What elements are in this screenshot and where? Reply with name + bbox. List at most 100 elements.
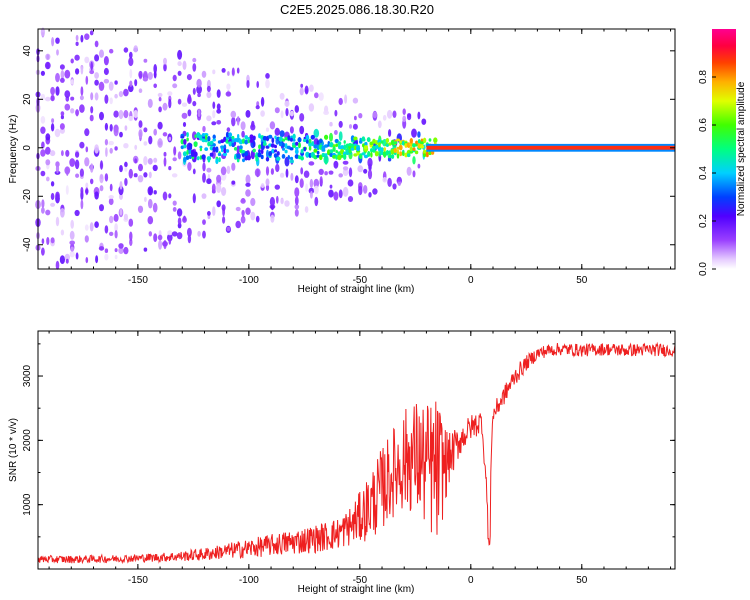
heatmap-cell [104,248,109,253]
heatmap-cell [201,70,207,78]
heatmap-y-tick-label: -20 [22,189,33,204]
heatmap-cell [250,211,256,221]
heatmap-cell [332,155,336,159]
heatmap-cell [79,141,85,149]
heatmap-cell [338,97,343,106]
heatmap-cell [55,37,60,44]
heatmap-cell [40,116,46,124]
heatmap-cell [299,178,304,189]
heatmap-cell [104,94,109,104]
heatmap-cell [148,231,152,237]
heatmap-cell [183,138,187,145]
heatmap-cell [245,174,251,185]
heatmap-cell [99,204,104,212]
heatmap-cell [114,254,118,260]
heatmap-cell [124,161,128,168]
heatmap-cell [90,178,94,185]
heatmap-cell [163,157,167,167]
heatmap-cell [305,183,308,192]
heatmap-cell [313,148,318,153]
heatmap-cell [187,162,192,171]
heatmap-cell [181,102,188,107]
heatmap-cell [294,175,299,184]
heatmap-cell [250,136,253,142]
heatmap-cell [192,100,197,107]
heatmap-cell [89,70,95,75]
heatmap-cell [197,230,201,237]
heatmap-cell [372,111,378,119]
heatmap-cell [388,142,392,146]
heatmap-cell [392,110,397,118]
heatmap-cell [220,166,227,176]
heatmap-cell [207,135,211,142]
heatmap-cell [347,196,354,202]
heatmap-cell [70,79,74,85]
heatmap-cell [109,231,114,236]
heatmap-cell [344,94,348,104]
heatmap-cell [128,218,134,227]
heatmap-cell [177,49,183,60]
heatmap-cell [211,183,216,193]
heatmap-cell [289,147,294,151]
heatmap-cell [396,152,400,159]
heatmap-cell [94,72,99,79]
heatmap-cell [153,190,157,195]
heatmap-cell [348,143,352,147]
heatmap-cell [300,149,304,154]
heatmap-cell [212,134,216,140]
heatmap-cell [70,96,75,101]
heatmap-cell [294,209,299,217]
heatmap-cell [206,156,212,161]
heatmap-cell [148,171,152,179]
heatmap-cell [289,159,294,164]
heatmap-cell [143,172,148,178]
heatmap-cell [308,161,315,166]
heatmap-cell [231,116,236,127]
heatmap-cell [147,71,153,80]
snr-y-tick-label: 2000 [22,429,33,452]
heatmap-cell [358,113,363,119]
heatmap-cell [353,136,358,141]
heatmap-cell [183,143,187,149]
heatmap-cell [393,141,398,145]
heatmap-cell [417,139,421,144]
heatmap-cell [216,108,222,114]
heatmap-cell [180,135,185,139]
heatmap-cell [197,114,202,121]
heatmap-cell [59,255,65,264]
heatmap-cell [90,106,94,114]
heatmap-cell [109,147,113,154]
heatmap-cell [406,166,412,176]
heatmap-cell [168,193,172,199]
heatmap-cell [227,71,230,76]
heatmap-cell [41,141,45,149]
heatmap-cell [172,200,177,206]
heatmap-cell [356,152,360,156]
heatmap-cell [231,67,235,76]
heatmap-cell [359,154,363,159]
heatmap-cell [148,198,153,209]
heatmap-cell [114,248,118,253]
heatmap-cell [390,139,395,146]
heatmap-cell [147,216,154,225]
heatmap-cell [153,83,157,89]
heatmap-cell [370,151,373,158]
heatmap-cell [314,196,319,207]
heatmap-cell [230,110,237,118]
heatmap-cell [211,149,216,159]
heatmap-cell [260,183,265,189]
chart-title: C2E5.2025.086.18.30.R20 [280,2,434,17]
heatmap-cell [308,187,315,194]
heatmap-cell [84,33,90,40]
snr-line-chart: -150 -100 -50 0 50 1000 2000 3000 Height of st… [8,330,676,595]
heatmap-cell [422,137,427,144]
heatmap-cell [231,142,235,147]
heatmap-cell [217,152,222,157]
heatmap-cell [177,70,182,76]
heatmap-cell [192,57,197,63]
heatmap-cell [303,170,310,178]
heatmap-cell [65,185,69,195]
heatmap-cell [187,227,192,237]
heatmap-cell [109,215,114,224]
heatmap-cell [281,154,286,159]
